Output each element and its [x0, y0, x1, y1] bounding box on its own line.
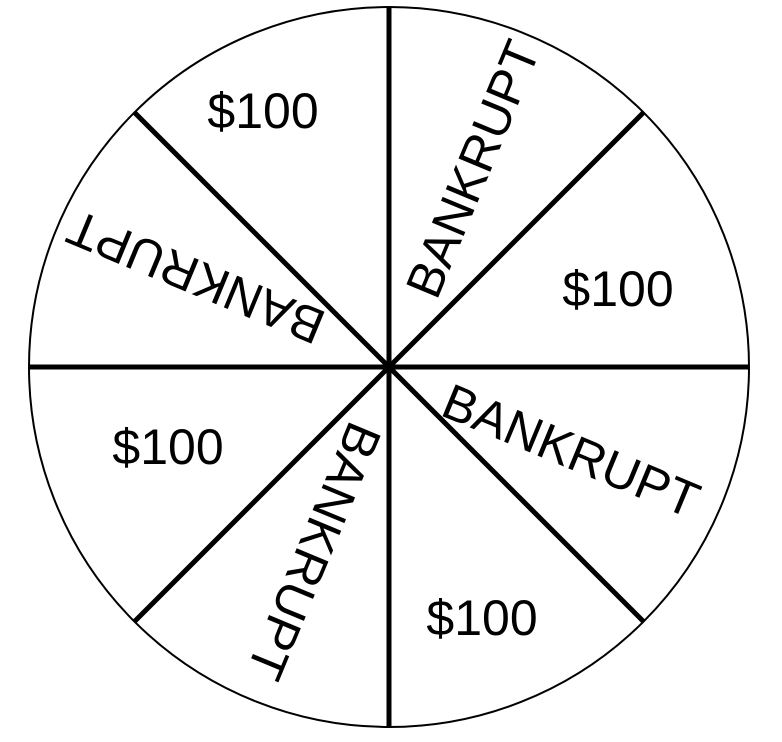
- segment-label-100-1: $100: [562, 261, 673, 317]
- wheel-dividers: [29, 7, 749, 727]
- segment-label-100-2: $100: [426, 590, 537, 646]
- segment-label-100-4: $100: [207, 83, 318, 139]
- divider-line-6: [132, 365, 391, 624]
- divider-line-4: [387, 365, 646, 624]
- divider-line-2: [387, 110, 646, 369]
- segment-label-100-3: $100: [112, 419, 223, 475]
- divider-line-8: [132, 110, 391, 369]
